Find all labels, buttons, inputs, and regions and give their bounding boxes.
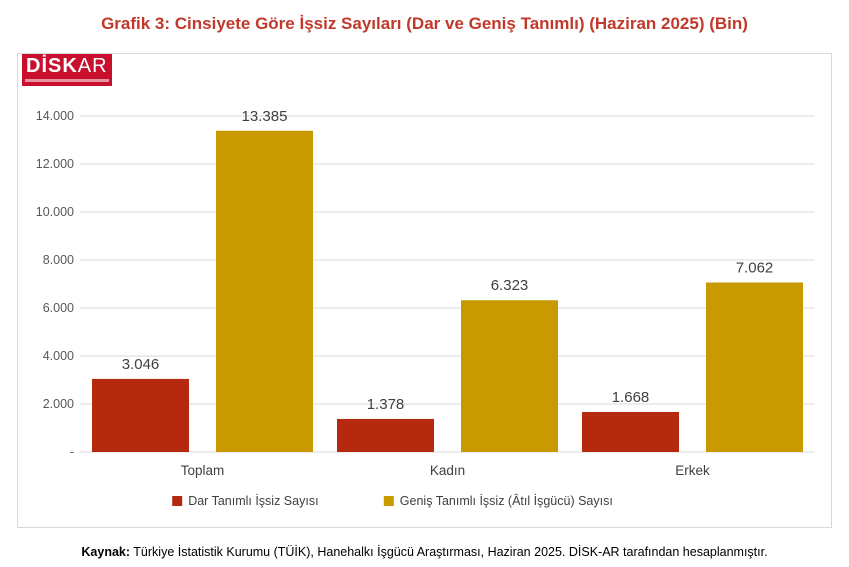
x-tick-label: Erkek: [675, 463, 710, 478]
legend-label: Geniş Tanımlı İşsiz (Âtıl İşgücü) Sayısı: [400, 493, 613, 508]
chart-title: Grafik 3: Cinsiyete Göre İşsiz Sayıları …: [101, 14, 748, 33]
source-label: Kaynak:: [81, 545, 131, 559]
bar: [216, 130, 313, 452]
disk-ar-logo: DİSKAR: [22, 54, 112, 86]
data-label: 7.062: [736, 260, 774, 277]
bar: [461, 300, 558, 452]
y-tick-label: 2.000: [43, 397, 74, 411]
legend-label: Dar Tanımlı İşsiz Sayısı: [188, 494, 318, 508]
bar: [337, 418, 434, 452]
source-note: Kaynak: Türkiye İstatistik Kurumu (TÜİK)…: [0, 545, 849, 559]
y-tick-label: 14.000: [36, 109, 74, 123]
y-tick-label: 4.000: [43, 349, 74, 363]
data-label: 3.046: [122, 356, 160, 373]
bar: [582, 411, 679, 452]
chart-frame: [17, 53, 832, 528]
bar: [706, 282, 803, 452]
legend-swatch: [383, 496, 394, 506]
x-tick-label: Toplam: [181, 463, 225, 478]
y-tick-label: 6.000: [43, 301, 74, 315]
y-tick-label: 10.000: [36, 205, 74, 219]
y-tick-label: 12.000: [36, 157, 74, 171]
y-tick-label: -: [70, 445, 74, 459]
data-label: 1.668: [612, 389, 650, 406]
data-label: 13.385: [242, 108, 288, 125]
source-text: Türkiye İstatistik Kurumu (TÜİK), Haneha…: [130, 545, 768, 559]
data-label: 6.323: [491, 277, 529, 294]
legend-swatch: [172, 496, 183, 506]
data-label: 1.378: [367, 396, 405, 413]
bar: [92, 378, 189, 452]
y-tick-label: 8.000: [43, 253, 74, 267]
x-tick-label: Kadın: [430, 463, 465, 478]
